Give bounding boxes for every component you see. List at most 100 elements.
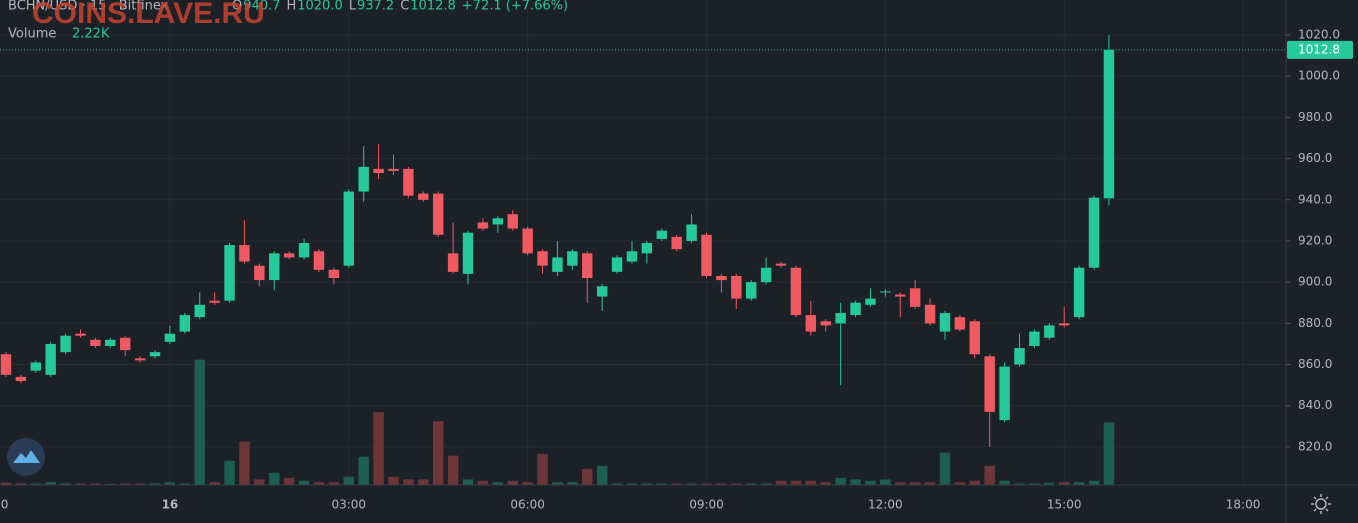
- volume-bar: [1088, 480, 1100, 485]
- y-tick-label: 860.0: [1298, 357, 1332, 371]
- candle-body: [60, 335, 71, 353]
- legend-key: O: [232, 0, 242, 14]
- last-price-tag: [1287, 40, 1353, 59]
- volume-bar: [760, 483, 772, 485]
- candle-body: [313, 251, 325, 270]
- candle-body: [924, 304, 936, 324]
- volume-bar: [880, 479, 891, 485]
- candle-body: [492, 218, 504, 225]
- volume-bar: [924, 482, 936, 485]
- candle-body: [179, 315, 191, 332]
- volume-bar: [686, 483, 697, 485]
- volume-bar: [895, 482, 906, 485]
- candle-body: [641, 243, 653, 254]
- sun-rays[interactable]: [1311, 494, 1331, 514]
- candle-body: [149, 352, 161, 357]
- candle-body: [775, 263, 787, 266]
- volume-bar: [75, 483, 86, 485]
- candle-body: [105, 339, 116, 346]
- logo[interactable]: [7, 438, 45, 476]
- volume-bar: [939, 452, 951, 485]
- y-tick-label: 980.0: [1298, 110, 1332, 124]
- legend-value: 937.2: [357, 0, 394, 14]
- candle-body: [1029, 331, 1040, 346]
- volume-bar: [179, 483, 191, 485]
- volume-bar: [134, 483, 146, 485]
- volume-bar: [775, 480, 787, 485]
- volume-bar: [1014, 483, 1025, 485]
- candle-body: [582, 253, 593, 279]
- candle-body: [45, 343, 56, 375]
- legend-value: +72.1 (+7.66%): [462, 0, 568, 14]
- y-tick-label: 1020.0: [1298, 28, 1340, 42]
- volume-bar: [0, 482, 12, 485]
- x-tick-label: 16: [162, 498, 179, 512]
- y-tick-label: 960.0: [1298, 151, 1332, 165]
- volume-bar: [954, 482, 966, 485]
- volume-bar: [909, 482, 921, 485]
- candle-body: [0, 354, 12, 375]
- candle-body: [969, 321, 981, 355]
- candle-body: [835, 313, 846, 324]
- candle-body: [596, 286, 608, 297]
- candle-body: [939, 313, 951, 332]
- volume-bar: [984, 465, 995, 485]
- candle-body: [462, 232, 474, 274]
- candle-body: [447, 253, 459, 272]
- candle-body: [254, 265, 265, 281]
- volume-bar: [388, 476, 399, 485]
- legend-key: H: [286, 0, 296, 14]
- candle-body: [984, 356, 995, 412]
- candle-body: [760, 267, 772, 283]
- candles: [0, 35, 1286, 447]
- volume-bar: [477, 480, 489, 485]
- volume-bar: [1103, 422, 1115, 485]
- volume-bar: [298, 480, 310, 485]
- y-tick-label: 1000.0: [1298, 69, 1340, 83]
- sun-core[interactable]: [1315, 498, 1327, 510]
- candle-body: [522, 228, 533, 254]
- volume-bar: [313, 482, 325, 485]
- volume-pane: [0, 359, 1115, 485]
- volume-bar: [239, 441, 250, 485]
- candle-body: [119, 337, 131, 351]
- y-tick-label: 900.0: [1298, 275, 1332, 289]
- candle-body: [239, 245, 250, 262]
- candle-body: [15, 376, 27, 381]
- axes: 820.0 840.0 860.0 880.0 900.0 920.0 940.0 960.0…: [0, 28, 1353, 512]
- logo-circle[interactable]: [7, 438, 45, 476]
- candle-body: [537, 251, 548, 266]
- candle-body: [358, 166, 369, 192]
- x-tick-label: 03:00: [331, 498, 366, 512]
- volume-bar: [90, 483, 101, 485]
- volume-bar: [537, 453, 548, 485]
- candle-body: [1103, 49, 1115, 199]
- volume-bar: [1058, 482, 1070, 485]
- volume-bar: [15, 483, 27, 485]
- candle-body: [954, 317, 966, 330]
- volume-bar: [447, 455, 459, 485]
- volume-bar: [790, 480, 802, 485]
- candle-body: [745, 282, 757, 299]
- candle-body: [567, 251, 578, 266]
- volume-bar: [820, 482, 831, 485]
- candle-body: [701, 234, 712, 276]
- volume-bar: [596, 465, 608, 485]
- candle-body: [328, 269, 340, 279]
- settings-icon[interactable]: [1311, 494, 1331, 514]
- candle-body: [343, 191, 354, 266]
- volume-bar: [119, 483, 131, 485]
- volume-bar: [269, 472, 280, 485]
- x-tick-label: 09:00: [689, 498, 724, 512]
- candle-body: [626, 251, 638, 262]
- candle-body: [75, 333, 86, 336]
- legend-key: L: [349, 0, 357, 14]
- volume-bar: [149, 483, 161, 485]
- logo-mark[interactable]: [13, 450, 40, 463]
- volume-bar: [418, 479, 429, 485]
- candle-body: [790, 267, 802, 316]
- candle-body: [134, 358, 146, 361]
- candle-body: [30, 362, 41, 371]
